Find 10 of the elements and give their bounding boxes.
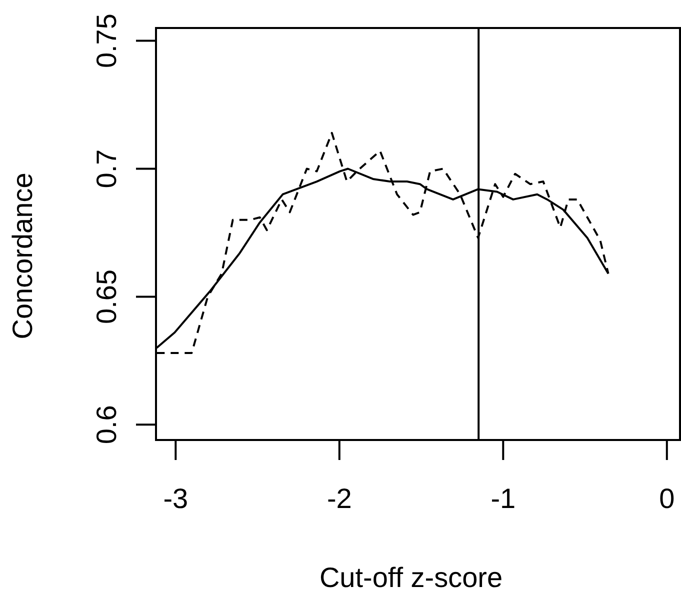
y-tick-label: 0.65 [91,269,122,324]
x-tick-label: -1 [490,483,516,514]
y-tick-label: 0.7 [91,149,122,188]
x-tick-label: -3 [163,483,188,514]
x-tick-label: -2 [326,483,352,514]
y-axis-title: Concordance [7,172,38,340]
y-tick-label: 0.75 [91,14,122,68]
x-axis-title: Cut-off z-score [319,562,503,593]
y-tick-label: 0.6 [91,405,122,444]
x-tick-label: 0 [659,483,675,514]
